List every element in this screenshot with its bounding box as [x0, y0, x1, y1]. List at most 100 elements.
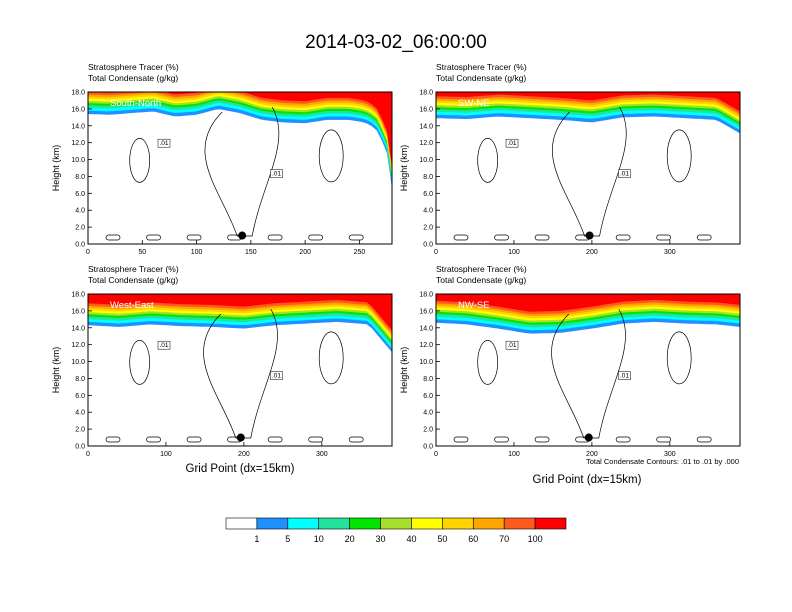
y-tick-label: 14.0 [419, 123, 433, 130]
x-tick-label: 300 [664, 249, 676, 256]
contour-low-cloud [186, 436, 202, 443]
y-tick-label: 18.0 [71, 292, 85, 299]
y-tick-label: 8.0 [423, 376, 433, 383]
contour-low-cloud [105, 234, 121, 241]
x-tick-label: 150 [245, 249, 257, 256]
x-tick-label: 200 [238, 451, 250, 458]
x-tick-label: 0 [434, 249, 438, 256]
colorbar-swatch [318, 517, 350, 530]
plot-frame [435, 293, 741, 447]
contour-label: .01 [159, 342, 168, 349]
plot-frame [435, 91, 741, 245]
contour-low-cloud [696, 436, 712, 443]
contour-low-cloud [308, 436, 324, 443]
x-tick-label: 200 [299, 249, 311, 256]
plot-frame [87, 91, 393, 245]
colorbar-swatch [256, 517, 289, 530]
x-tick-label: 100 [508, 451, 520, 458]
contour-low-cloud [146, 234, 161, 241]
colorbar-swatch [503, 517, 536, 530]
colorbar-label: 1 [254, 534, 259, 544]
contour-low-cloud [348, 234, 364, 241]
tracer-band-9 [88, 294, 392, 333]
contour-low-cloud [494, 436, 509, 443]
panel-label: NW-SE [458, 300, 490, 311]
contour-label: .01 [272, 373, 281, 380]
contour-low-cloud [453, 234, 469, 241]
contour-low-cloud [534, 234, 550, 241]
location-marker [585, 231, 594, 240]
contour-label-box [505, 340, 519, 350]
colorbar-swatch [225, 517, 258, 530]
contour-label: .01 [507, 342, 516, 349]
x-tick-label: 250 [354, 249, 366, 256]
x-axis-label-left: Grid Point (dx=15km) [186, 463, 295, 475]
contour-low-cloud [656, 436, 672, 443]
tracer-band-9 [436, 92, 740, 114]
contour-label-box [505, 138, 519, 148]
panel-header-line1: Stratosphere Tracer (%) [436, 62, 527, 72]
y-tick-label: 12.0 [71, 140, 85, 147]
x-tick-label: 300 [664, 451, 676, 458]
contour-label-box [618, 371, 631, 380]
tracer-band-2 [88, 92, 392, 185]
colorbar-label: 20 [345, 534, 355, 544]
colorbar-label: 70 [499, 534, 509, 544]
y-axis-label: Height (km) [399, 347, 409, 394]
panel-header-line1: Stratosphere Tracer (%) [88, 264, 179, 274]
y-tick-label: 10.0 [419, 359, 433, 366]
contour-cell [477, 138, 499, 183]
contour-low-cloud [656, 234, 672, 241]
location-marker [236, 433, 245, 442]
panel-header-line1: Stratosphere Tracer (%) [436, 264, 527, 274]
colorbar-swatch [287, 517, 320, 530]
y-tick-label: 0.0 [75, 444, 85, 451]
contour-label-box [157, 138, 171, 148]
tracer-band-10 [88, 294, 392, 331]
contour-cell [129, 340, 151, 385]
tracer-band-10 [436, 92, 740, 112]
contour-cell [129, 138, 151, 183]
colorbar-label: 50 [437, 534, 447, 544]
contour-cell [477, 340, 499, 385]
x-tick-label: 200 [586, 249, 598, 256]
colorbar-swatch [411, 517, 443, 530]
contour-low-cloud [308, 234, 324, 241]
y-tick-label: 18.0 [419, 292, 433, 299]
y-axis-label: Height (km) [399, 145, 409, 192]
y-axis-label: Height (km) [51, 145, 61, 192]
contour-label-box [270, 371, 283, 380]
condensate-contours [105, 106, 364, 241]
y-tick-label: 10.0 [71, 157, 85, 164]
contour-label: .01 [272, 171, 281, 178]
y-tick-label: 8.0 [423, 174, 433, 181]
x-tick-label: 50 [138, 249, 146, 256]
condensate-contours [453, 106, 712, 241]
colorbar-label: 10 [314, 534, 324, 544]
contour-note: Total Condensate Contours: .01 to .01 by… [586, 457, 739, 466]
colorbar-label: 60 [468, 534, 478, 544]
y-tick-label: 16.0 [71, 106, 85, 113]
x-tick-label: 0 [434, 451, 438, 458]
contour-label: .01 [620, 171, 629, 178]
plot-frame [87, 293, 393, 447]
y-tick-label: 14.0 [71, 325, 85, 332]
contour-label: .01 [507, 140, 516, 147]
y-tick-label: 16.0 [71, 308, 85, 315]
y-tick-label: 14.0 [71, 123, 85, 130]
y-tick-label: 8.0 [75, 376, 85, 383]
location-marker [584, 433, 593, 442]
panel-label: South-North [110, 98, 161, 109]
x-tick-label: 200 [586, 451, 598, 458]
contour-low-cloud [186, 234, 202, 241]
y-tick-label: 4.0 [75, 208, 85, 215]
y-tick-label: 12.0 [419, 140, 433, 147]
y-tick-label: 0.0 [423, 444, 433, 451]
y-tick-label: 14.0 [419, 325, 433, 332]
contour-label: .01 [159, 140, 168, 147]
contour-low-cloud [267, 436, 283, 443]
panel-header-line2: Total Condensate (g/kg) [88, 73, 178, 83]
y-tick-label: 10.0 [71, 359, 85, 366]
y-tick-label: 12.0 [419, 342, 433, 349]
